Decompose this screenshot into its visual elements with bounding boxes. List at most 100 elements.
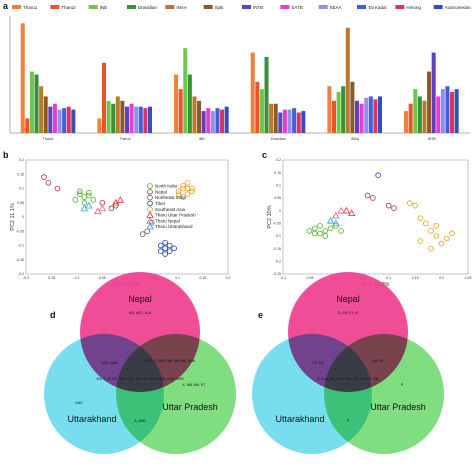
bar	[183, 48, 188, 133]
circle-marker	[144, 228, 151, 235]
panel-a-bar-chart: a Tharu1 Tharu2 INB Dravidian INAA Spiti INTB S…	[3, 1, 471, 141]
circle-marker	[428, 245, 434, 252]
circle-marker	[184, 180, 191, 186]
circle-marker	[322, 233, 329, 239]
region-uttarakhand-uttarpradesh: A, M30	[134, 419, 145, 423]
bar	[220, 109, 225, 133]
circle-marker	[375, 172, 381, 179]
circle-marker	[422, 220, 429, 227]
circle-marker	[444, 235, 450, 242]
x-tick-label: 0.2	[226, 276, 231, 280]
bar	[427, 71, 432, 133]
triangle-marker	[342, 206, 351, 214]
x-tick-label: 0.1	[386, 276, 391, 280]
bar	[187, 74, 192, 133]
panel-label-b: b	[3, 150, 9, 160]
bar	[296, 112, 301, 133]
circle-marker	[166, 248, 173, 255]
circle-marker	[166, 242, 173, 249]
panel-c-plot-area: -0.1-0.0500.050.10.150.20.250.20.150.10.…	[267, 158, 471, 288]
panel-a-legend: Tharu1 Tharu2 INB Dravidian INAA Spiti INTB SAT…	[12, 5, 471, 10]
circle-marker	[412, 202, 418, 209]
bar	[138, 106, 143, 133]
panel-e-venn: e Nepal Uttarakhand Uttar Pradesh D, D5, F1…	[252, 272, 444, 454]
legend-label: INTB	[253, 5, 263, 10]
set-label-nepal: Nepal	[336, 294, 360, 304]
circle-marker	[72, 197, 79, 203]
circle-marker	[407, 200, 413, 206]
y-tick-label: -0.15	[273, 247, 281, 251]
bar	[292, 108, 297, 133]
bar	[174, 74, 179, 133]
y-tick-label: -0.05	[273, 222, 281, 226]
set-label-uttarakhand: Uttarakhand	[67, 414, 116, 424]
bar	[29, 71, 34, 133]
set-label-uttar-pradesh: Uttar Pradesh	[370, 402, 426, 412]
legend-swatch	[165, 5, 175, 9]
circle-marker	[385, 202, 392, 209]
panel-a-category-labels: Tharu1 Tharu2 INB Dravidian INAA INTB	[43, 137, 437, 141]
bar	[378, 96, 382, 133]
triangle-marker	[332, 211, 340, 219]
legend-label: Spiti	[215, 5, 224, 10]
panel-b-pca-plot: b -0.2 -0.15 -0.1 -0.05 0 0.05 0.1 0.15 0.2 0.2 0.…	[3, 150, 230, 288]
x-tick-label: -0.05	[305, 276, 313, 280]
region-all-three: F, D4a, D6, D4b, D5a, D1, D4b, G, M5	[317, 377, 378, 381]
panel-a-axes	[9, 16, 470, 134]
bar	[39, 86, 44, 133]
bar	[436, 96, 441, 133]
bar	[62, 108, 67, 133]
legend-swatch	[433, 5, 443, 9]
bar	[368, 96, 373, 133]
legend-label: Tharu2	[61, 5, 76, 10]
panel-d-venn: d Nepal Uttarakhand Uttar Pradesh M5, M70, …	[44, 272, 236, 454]
uttar-pradesh-circle	[116, 334, 236, 454]
legend-swatch	[88, 5, 98, 9]
circle-marker	[81, 199, 88, 206]
panel-label-c: c	[262, 150, 267, 160]
y-tick-label: -0.05	[16, 229, 24, 233]
bar	[25, 118, 30, 133]
bar	[48, 106, 53, 133]
legend-label: Southeast Asia	[155, 207, 186, 212]
circle-marker	[175, 188, 182, 195]
y-tick-label: -0.2	[275, 260, 281, 264]
circle-marker	[157, 248, 164, 255]
bar	[66, 106, 71, 133]
bar	[404, 111, 409, 133]
circle-marker	[327, 225, 334, 232]
circle-marker	[108, 205, 115, 212]
category-label: Dravidian	[271, 137, 286, 141]
legend-label: SEAA	[330, 5, 342, 10]
bar	[269, 103, 274, 133]
bar	[215, 108, 220, 133]
panel-d-venn-diagram: Nepal Uttarakhand Uttar Pradesh M5, M70, U1…	[44, 272, 236, 454]
category-label: INAA	[351, 137, 360, 141]
bar	[102, 62, 106, 133]
y-tick-label: 0.1	[19, 187, 24, 191]
y-tick-label: -0.2	[18, 272, 24, 276]
circle-marker	[147, 200, 153, 207]
bar	[282, 109, 287, 133]
region-nepal-uttarakhand: C5, D6	[312, 361, 323, 365]
y-axis-title: PC2 10%	[267, 205, 273, 228]
category-label: INTB	[428, 137, 437, 141]
bar	[278, 112, 283, 133]
bar	[106, 100, 111, 133]
bar	[120, 100, 125, 133]
bar	[178, 89, 183, 133]
circle-marker	[147, 183, 153, 189]
set-label-uttar-pradesh: Uttar Pradesh	[162, 402, 218, 412]
panel-label-e: e	[258, 310, 263, 320]
bar	[273, 103, 278, 133]
circle-marker	[45, 180, 52, 186]
bar	[134, 106, 139, 133]
region-nepal-uttarakhand: M31, M50	[102, 361, 118, 365]
circle-marker	[184, 191, 191, 198]
circle-marker	[189, 188, 195, 195]
legend-label: INAA	[176, 5, 187, 10]
y-tick-label: 0	[22, 215, 24, 219]
y-tick-label: -0.15	[16, 258, 24, 262]
bar	[287, 109, 292, 133]
set-label-uttarakhand: Uttarakhand	[275, 414, 324, 424]
